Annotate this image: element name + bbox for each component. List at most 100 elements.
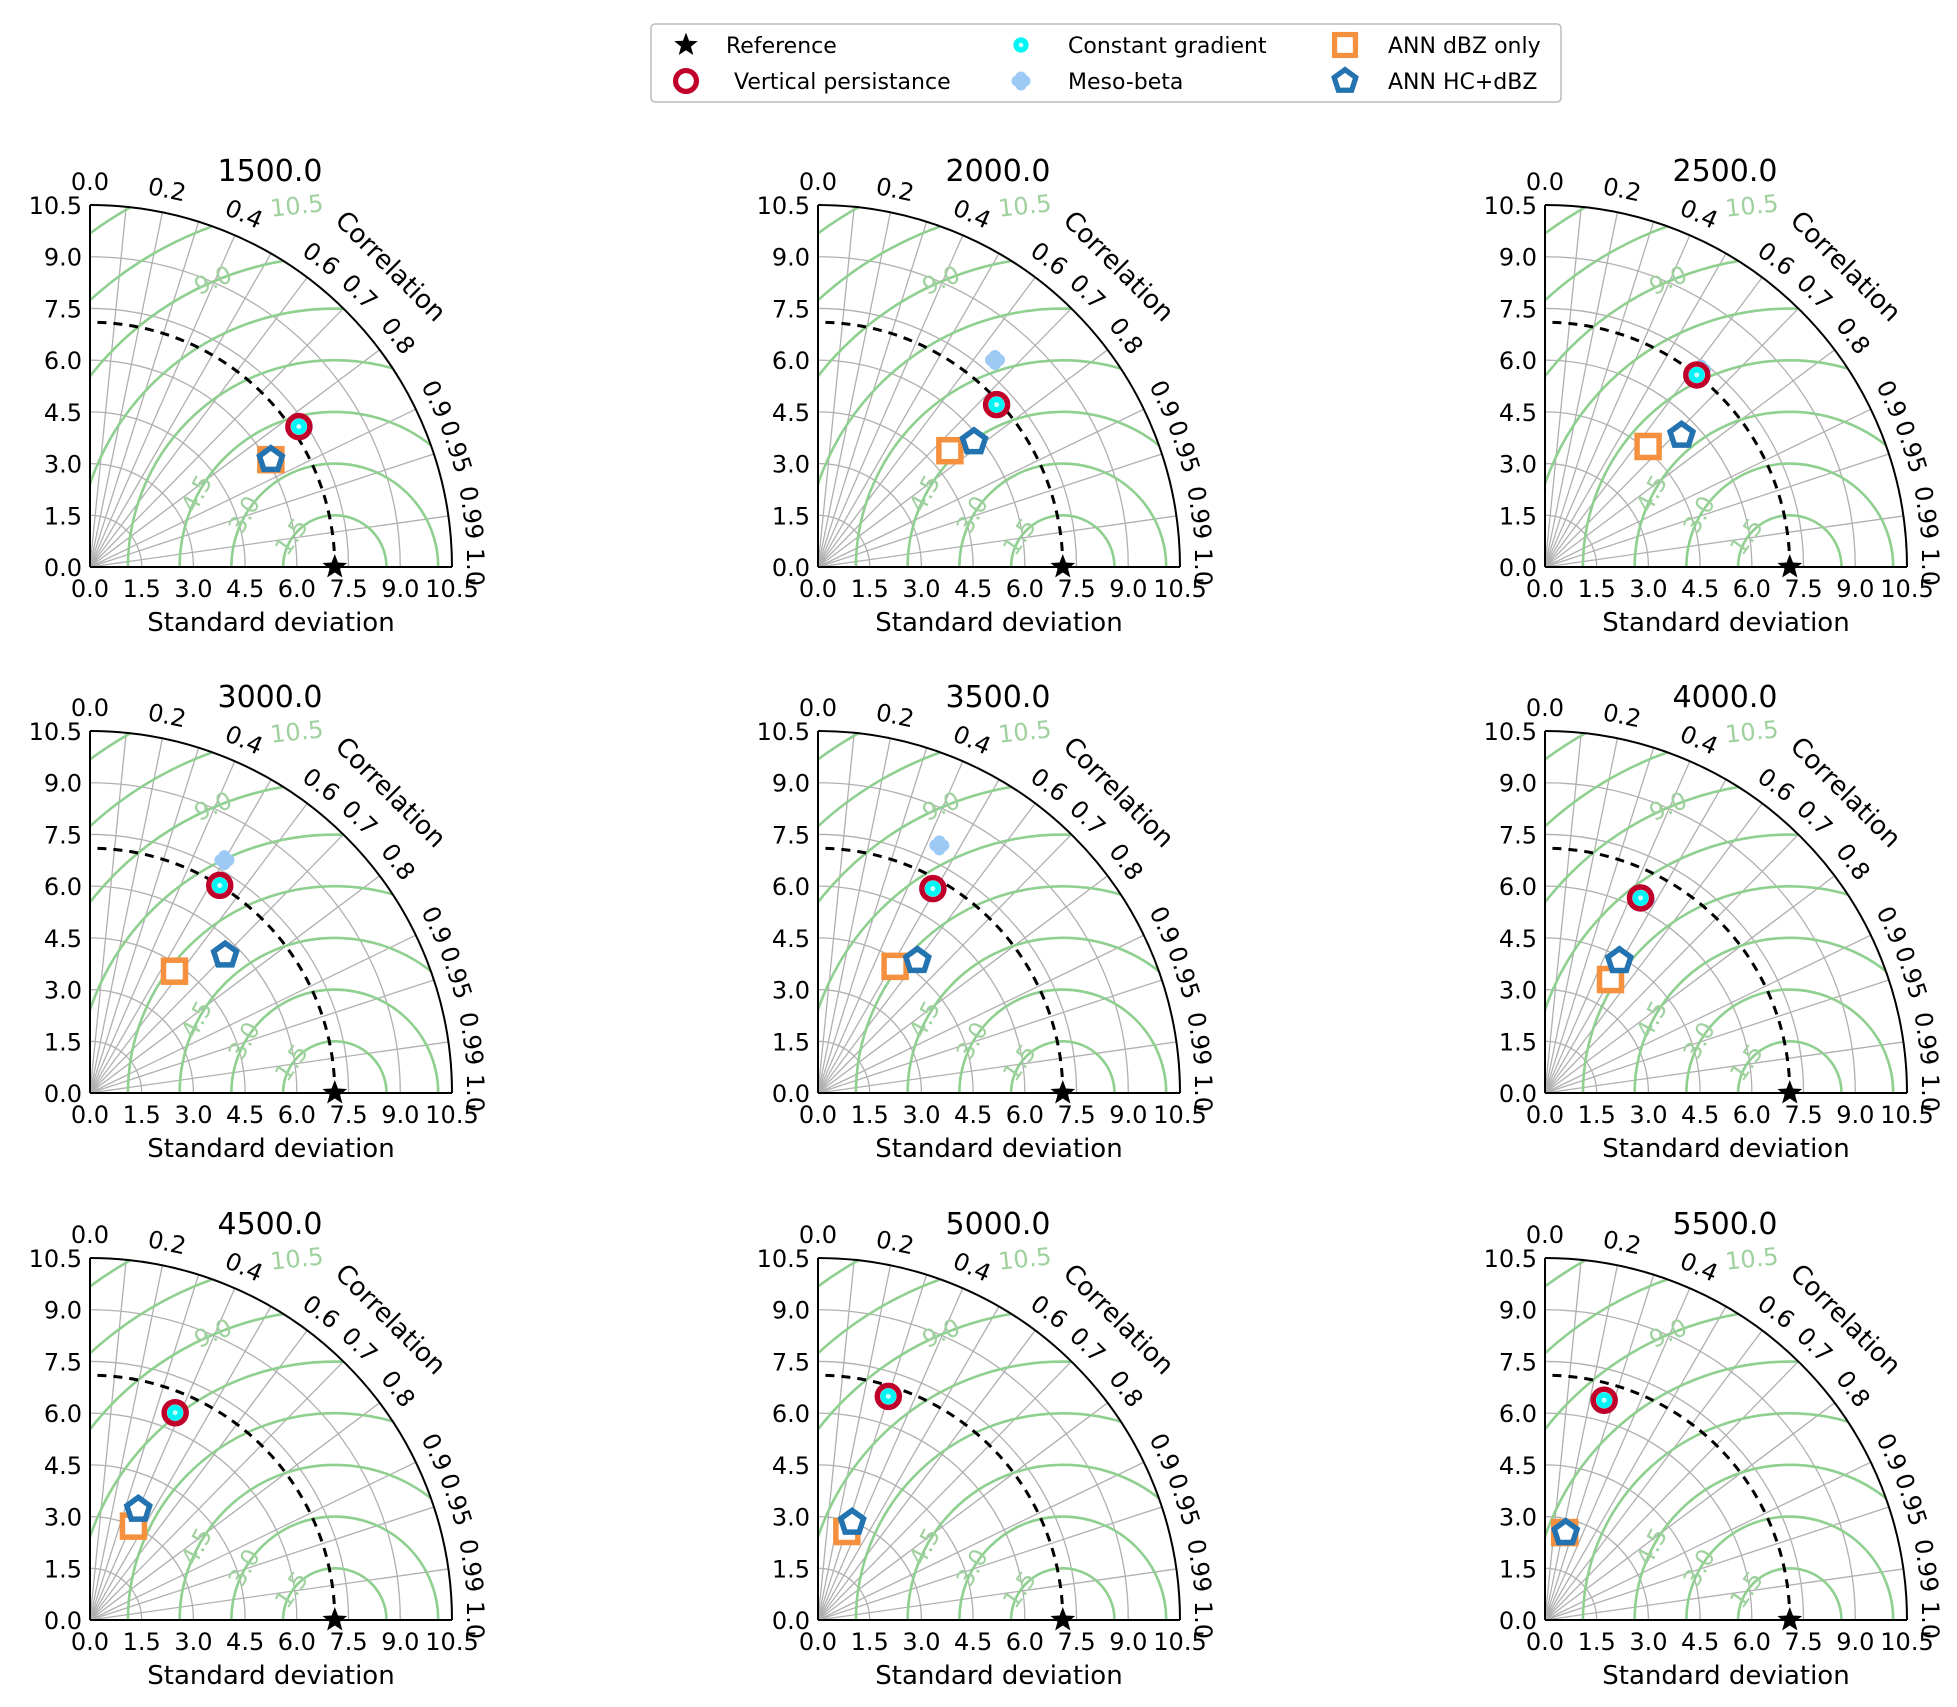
rms-contour-label: 4.5 [904, 470, 947, 517]
y-tick-label: 7.5 [1499, 295, 1537, 323]
x-tick-label: 7.5 [1057, 575, 1095, 603]
x-tick-label: 0.0 [1526, 1101, 1564, 1129]
x-axis-label: Standard deviation [1602, 1661, 1849, 1691]
point-meso-beta [929, 835, 950, 856]
correlation-tick-label: 0.4 [1676, 194, 1722, 235]
std-grid-arc [817, 885, 1026, 1094]
correlation-grid-ray [89, 1265, 164, 1621]
panel-title: 5000.0 [946, 1207, 1051, 1242]
rms-contour-arc [1581, 358, 1907, 567]
y-tick-label: 10.5 [29, 1245, 82, 1273]
point-constant-gradient [167, 1404, 184, 1421]
rms-contour-arc [818, 1360, 1180, 1620]
x-tick-label: 1.5 [851, 575, 889, 603]
x-tick-label: 4.5 [226, 575, 264, 603]
std-grid-arc [89, 359, 298, 568]
correlation-grid-ray [1544, 253, 1727, 568]
reference-std-arc [89, 1373, 337, 1621]
rms-contour-label: 9.0 [918, 260, 964, 301]
x-tick-label: 3.0 [902, 1628, 940, 1656]
rms-contour-arc [958, 462, 1168, 567]
panels: 1.53.04.59.010.50.00.01.51.53.03.04.54.5… [29, 154, 1944, 1691]
point-constant-gradient [1688, 366, 1705, 383]
std-grid-arc [89, 1360, 350, 1621]
rms-contour-arc [1009, 513, 1116, 567]
outer-arc [817, 204, 1181, 568]
correlation-grid-ray [817, 875, 1108, 1094]
correlation-tick-label: 0.4 [1676, 1247, 1722, 1288]
x-tick-label: 4.5 [226, 1628, 264, 1656]
x-tick-label: 10.5 [1153, 1628, 1206, 1656]
legend-label-vertical-persistance: Vertical persistance [734, 70, 951, 95]
rms-contour-arc [178, 936, 452, 1093]
rms-contour-arc [958, 988, 1168, 1093]
correlation-grid-ray [1544, 732, 1582, 1094]
y-tick-label: 6.0 [772, 1400, 810, 1428]
rms-contour-arc [818, 205, 1180, 567]
correlation-grid-ray [817, 221, 928, 568]
x-tick-label: 6.0 [1733, 1628, 1771, 1656]
correlation-tick-label: 0.9 [416, 1429, 458, 1476]
rms-contour-label: 1.5 [997, 1566, 1042, 1613]
x-tick-label: 0.0 [71, 1101, 109, 1129]
correlation-grid-ray [817, 1306, 1000, 1621]
rms-contour-arc [854, 358, 1180, 567]
x-tick-label: 4.5 [1681, 1101, 1719, 1129]
x-tick-label: 9.0 [1109, 1101, 1147, 1129]
y-tick-label: 9.0 [1499, 770, 1537, 798]
y-tick-label: 6.0 [44, 873, 82, 901]
rms-contour-arc [1545, 731, 1907, 1093]
y-tick-label: 3.0 [44, 1504, 82, 1532]
taylor-panel: 1.53.04.59.010.50.00.01.51.53.03.04.54.5… [29, 154, 489, 638]
correlation-grid-ray [89, 234, 236, 568]
correlation-tick-label: 1.0 [461, 548, 489, 586]
rms-contours [818, 1258, 1180, 1620]
correlation-tick-label: 0.4 [221, 720, 267, 761]
legend-dot-icon [1013, 37, 1029, 53]
rms-contour-label: 1.5 [269, 1566, 314, 1613]
correlation-grid-ray [1544, 1402, 1835, 1621]
std-grid-arc [817, 411, 974, 568]
rms-contour-label: 9.0 [1645, 1313, 1691, 1354]
correlation-tick-label: 0.95 [434, 943, 477, 1003]
point-ann-hc-dbz [256, 444, 286, 473]
legend-label-meso-beta: Meso-beta [1068, 70, 1183, 95]
rms-contour-arc [1685, 462, 1895, 567]
correlation-grid-ray [89, 515, 449, 568]
rms-contour-label: 4.5 [176, 470, 219, 517]
correlation-tick-label: 0.4 [1676, 720, 1722, 761]
correlation-tick-label: 0.95 [1162, 1470, 1205, 1530]
y-tick-label: 0.0 [1499, 1607, 1537, 1635]
rms-contour-label: 9.0 [918, 786, 964, 827]
std-grid-arc [1544, 988, 1650, 1094]
x-axis-label: Standard deviation [875, 1134, 1122, 1164]
std-grid-arc [1544, 885, 1753, 1094]
rms-contour-label: 4.5 [904, 996, 947, 1043]
x-tick-label: 1.5 [123, 575, 161, 603]
rms-contour-label: 10.5 [997, 715, 1053, 748]
correlation-grid-ray [817, 1461, 1145, 1621]
rms-contour-arc [126, 884, 452, 1093]
y-tick-label: 7.5 [772, 1348, 810, 1376]
std-grid-arc [89, 462, 195, 568]
rms-contour-arc [90, 205, 452, 567]
y-tick-label: 10.5 [29, 718, 82, 746]
y-tick-label: 10.5 [1484, 1245, 1537, 1273]
rms-contour-arc [818, 731, 1180, 1093]
y-tick-label: 7.5 [772, 295, 810, 323]
taylor-panel: 1.53.04.59.010.50.00.01.51.53.03.04.54.5… [29, 680, 489, 1164]
correlation-tick-label: 0.4 [949, 194, 995, 235]
rms-contour-label: 4.5 [904, 1523, 947, 1570]
std-grid-arc [1544, 1464, 1701, 1621]
correlation-grid-ray [817, 1274, 928, 1621]
rms-contour-label: 1.5 [269, 1039, 314, 1086]
correlation-grid-ray [89, 760, 236, 1094]
correlation-tick-label: 0.99 [1909, 1010, 1944, 1067]
rms-contour-label: 1.5 [1724, 1566, 1769, 1613]
point-meso-beta [214, 850, 235, 871]
rms-contour-arc [1545, 205, 1907, 567]
correlation-grid-ray [817, 277, 1036, 568]
std-grid-arc [89, 782, 401, 1094]
outer-arc [817, 1257, 1181, 1621]
rms-contour-label: 9.0 [190, 786, 236, 827]
